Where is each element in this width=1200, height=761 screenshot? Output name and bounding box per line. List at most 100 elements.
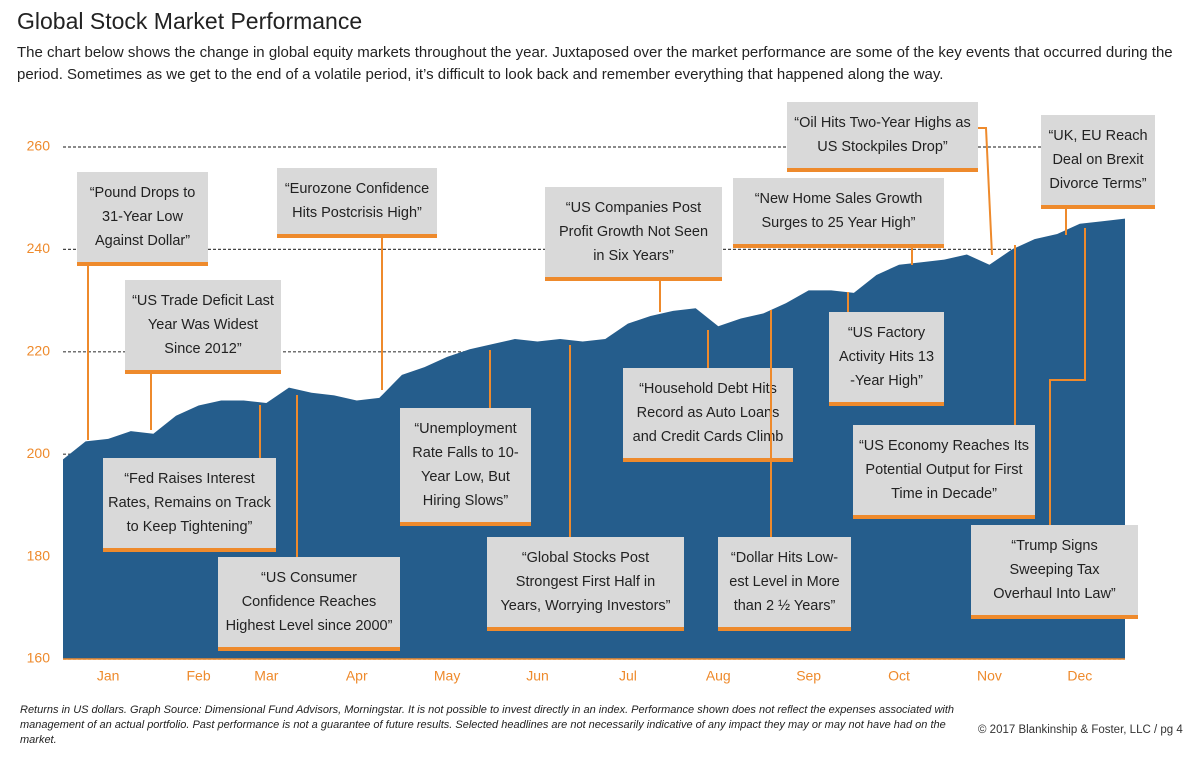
x-tick-label: Aug (706, 668, 731, 684)
annotation-text: Year Was Widest (148, 317, 258, 333)
chart: 160 180 200 220 240 260 Jan Feb Mar Apr May Jun Jul A… (27, 102, 1155, 684)
annotation-box (545, 187, 722, 279)
y-tick-label: 200 (27, 445, 51, 461)
annotation-box (1041, 115, 1155, 207)
x-tick-label: Oct (888, 668, 910, 684)
annotation-text: Rate Falls to 10- (412, 445, 519, 461)
annotation-bar (125, 370, 281, 374)
title: Global Stock Market Performance (17, 8, 363, 34)
annotation-box (77, 172, 208, 264)
leader-line (978, 127, 993, 256)
annotation-text: Record as Auto Loans (637, 405, 780, 421)
annotation-bar (733, 244, 944, 248)
annotation-bar (400, 522, 531, 526)
annotation-text: “Pound Drops to (90, 185, 196, 201)
annotation-text: Rates, Remains on Track (108, 495, 272, 511)
annotation-text: “Trump Signs (1011, 538, 1097, 554)
y-tick-label: 160 (27, 650, 51, 666)
annotation-text: US Stockpiles Drop” (817, 139, 948, 155)
annotation-text: Time in Decade” (891, 486, 997, 502)
annotation-text: est Level in More (729, 574, 839, 590)
annotation-bar (853, 515, 1035, 519)
x-tick-label: May (434, 668, 460, 684)
annotation-text: Since 2012” (164, 341, 242, 357)
annotation-text: Hiring Slows” (423, 493, 509, 509)
annotation-text: Years, Worrying Investors” (500, 598, 670, 614)
annotation-text: “Global Stocks Post (522, 550, 649, 566)
annotation-box (125, 280, 281, 372)
x-tick-label: Dec (1067, 668, 1092, 684)
annotation-bar (829, 402, 944, 406)
annotation-text: “Unemployment (414, 421, 516, 437)
annotation-box (218, 557, 400, 649)
footnote: Returns in US dollars. Graph Source: Dim… (20, 704, 955, 746)
annotation-bar (1041, 205, 1155, 209)
annotation-text: “Fed Raises Interest (124, 471, 255, 487)
annotation-text: “US Consumer (261, 570, 357, 586)
annotation-box (733, 178, 944, 246)
annotation-text: Overhaul Into Law” (993, 586, 1116, 602)
annotation-text: “UK, EU Reach (1048, 128, 1147, 144)
annotation-text: Profit Growth Not Seen (559, 224, 708, 240)
annotation-bar (787, 168, 978, 172)
annotation-text: and Credit Cards Climb (633, 429, 784, 445)
annotation-box (277, 168, 437, 236)
annotation-text: “US Factory (848, 325, 926, 341)
annotation-box (971, 525, 1138, 617)
annotation-text: “New Home Sales Growth (755, 191, 923, 207)
annotation-text: “Oil Hits Two-Year Highs as (794, 115, 970, 131)
annotation-box (718, 537, 851, 629)
annotation-text: Year Low, But (421, 469, 510, 485)
annotation-bar (77, 262, 208, 266)
annotation-text: Deal on Brexit (1052, 152, 1143, 168)
annotation-box (487, 537, 684, 629)
annotation-box (400, 408, 531, 524)
annotation-bar (218, 647, 400, 651)
annotation-text: Confidence Reaches (242, 594, 377, 610)
y-tick-label: 220 (27, 343, 51, 359)
annotation-bar (487, 627, 684, 631)
y-tick-label: 180 (27, 547, 51, 563)
x-tick-label: Jan (97, 668, 120, 684)
annotation-text: Divorce Terms” (1049, 176, 1146, 192)
annotation-bar (545, 277, 722, 281)
annotation-text: “US Companies Post (566, 200, 701, 216)
x-tick-label: Mar (254, 668, 278, 684)
annotation-bar (277, 234, 437, 238)
annotation-text: “Dollar Hits Low- (731, 550, 838, 566)
annotation-text: “US Economy Reaches Its (859, 438, 1029, 454)
annotation-text: Against Dollar” (95, 233, 190, 249)
copyright: © 2017 Blankinship & Foster, LLC / pg 4 (978, 724, 1183, 736)
annotation-bar (718, 627, 851, 631)
x-tick-label: Apr (346, 668, 368, 684)
annotation-box (787, 102, 978, 170)
y-tick-label: 240 (27, 240, 51, 256)
x-tick-label: Sep (796, 668, 821, 684)
annotation-bar (623, 458, 793, 462)
annotation-text: “Household Debt Hits (639, 381, 777, 397)
x-tick-label: Feb (187, 668, 211, 684)
y-tick-label: 260 (27, 138, 51, 154)
annotation-box (623, 368, 793, 460)
annotation-text: Hits Postcrisis High” (292, 205, 422, 221)
annotation-text: Surges to 25 Year High” (762, 215, 916, 231)
annotation-box (853, 425, 1035, 517)
annotation-text: 31-Year Low (102, 209, 183, 225)
annotation-text: to Keep Tightening” (127, 519, 253, 535)
annotation-text: “Eurozone Confidence (285, 181, 429, 197)
annotation-text: in Six Years” (593, 248, 674, 264)
annotation-box (103, 458, 276, 550)
x-tick-label: Jun (526, 668, 549, 684)
annotation-text: Highest Level since 2000” (226, 618, 393, 634)
x-tick-label: Nov (977, 668, 1002, 684)
annotation-text: -Year High” (850, 373, 923, 389)
annotation-bar (103, 548, 276, 552)
annotation-text: “US Trade Deficit Last (132, 293, 274, 309)
subtitle: The chart below shows the change in glob… (17, 44, 1173, 83)
annotation-text: Activity Hits 13 (839, 349, 934, 365)
annotation-text: Strongest First Half in (516, 574, 655, 590)
leader-line (1049, 228, 1086, 525)
annotation-box (829, 312, 944, 404)
annotation-text: Sweeping Tax (1009, 562, 1100, 578)
